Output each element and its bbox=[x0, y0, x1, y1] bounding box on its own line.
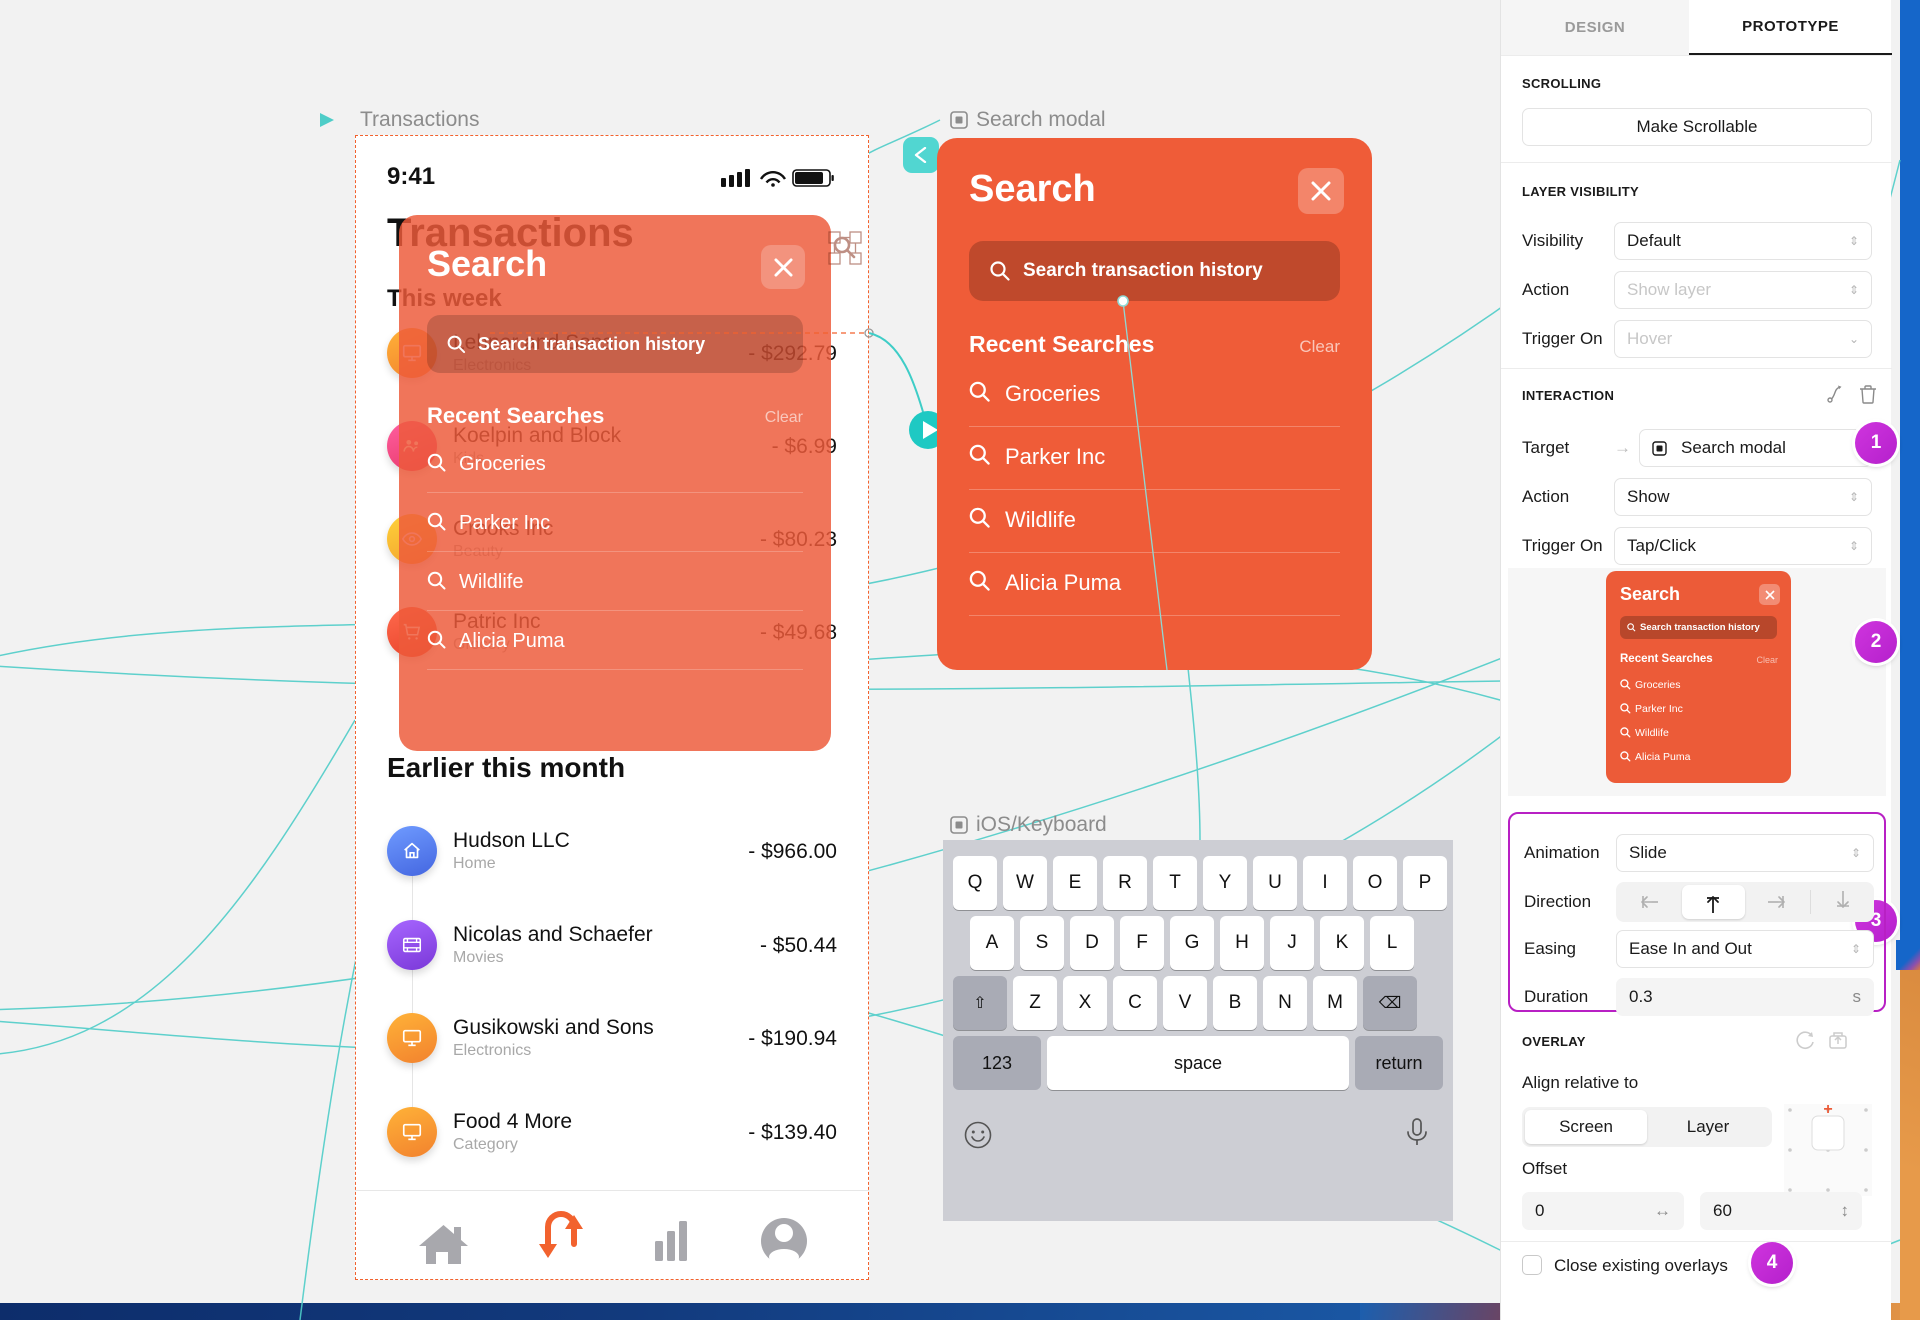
svg-text:+: + bbox=[1823, 1104, 1832, 1118]
